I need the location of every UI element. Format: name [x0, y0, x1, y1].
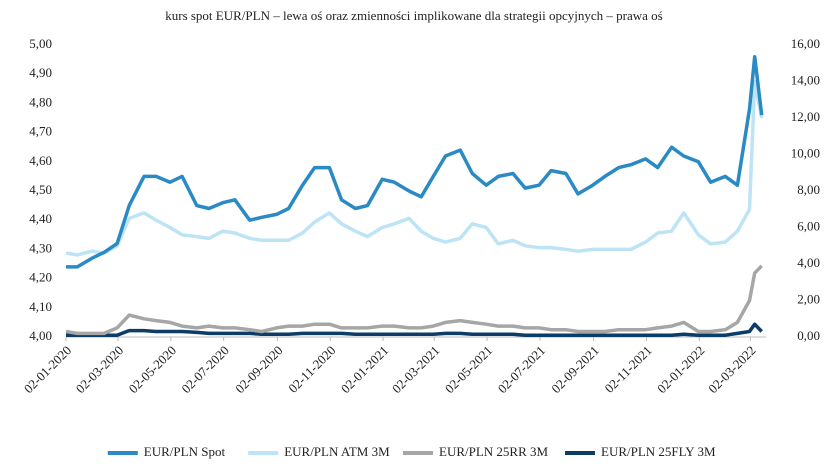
y2-tick-label: 4,00	[797, 255, 820, 270]
legend-label: EUR/PLN 25RR 3M	[439, 444, 549, 459]
y2-tick-label: 6,00	[797, 218, 820, 233]
x-tick-label: 02-03-2022	[705, 343, 759, 397]
x-tick-label: 02-05-2021	[442, 343, 496, 397]
y2-tick-label: 0,00	[797, 328, 820, 343]
y2-tick-label: 12,00	[791, 109, 820, 124]
y2-tick-label: 10,00	[791, 145, 820, 160]
series-line	[66, 322, 763, 337]
x-tick-label: 02-11-2020	[285, 343, 338, 396]
y-tick-label: 4,80	[29, 94, 52, 109]
y-tick-label: 4,40	[29, 211, 52, 226]
y-tick-label: 4,60	[29, 153, 52, 168]
series-line	[66, 54, 764, 269]
x-tick-label: 02-11-2021	[602, 343, 655, 396]
chart-title: kurs spot EUR/PLN – lewa oś oraz zmienno…	[165, 8, 663, 23]
y-tick-label: 4,30	[29, 240, 52, 255]
y-tick-label: 4,90	[29, 65, 52, 80]
x-tick-label: 02-01-2022	[654, 343, 708, 397]
x-tick-label: 02-01-2020	[21, 343, 75, 397]
x-tick-label: 02-03-2021	[389, 343, 443, 397]
y-tick-label: 4,20	[29, 270, 52, 285]
x-tick-label: 02-01-2021	[338, 343, 392, 397]
y-tick-label: 4,70	[29, 124, 52, 139]
y2-tick-label: 2,00	[797, 291, 820, 306]
y2-tick-label: 16,00	[791, 36, 820, 51]
y2-tick-label: 8,00	[797, 182, 820, 197]
legend-label: EUR/PLN 25FLY 3M	[601, 444, 716, 459]
x-tick-label: 02-05-2020	[126, 343, 180, 397]
x-tick-label: 02-03-2020	[73, 343, 127, 397]
y-tick-label: 5,00	[29, 36, 52, 51]
x-tick-label: 02-07-2020	[178, 343, 232, 397]
x-tick-label: 02-09-2020	[232, 343, 286, 397]
y2-tick-label: 14,00	[791, 72, 820, 87]
y-tick-label: 4,00	[29, 328, 52, 343]
x-tick-label: 02-07-2021	[495, 343, 549, 397]
legend-label: EUR/PLN ATM 3M	[284, 444, 390, 459]
y-tick-label: 4,10	[29, 299, 52, 314]
y-tick-label: 4,50	[29, 182, 52, 197]
series-line	[65, 79, 764, 257]
legend-label: EUR/PLN Spot	[144, 444, 226, 459]
x-tick-label: 02-09-2021	[548, 343, 602, 397]
series-line	[65, 264, 763, 336]
